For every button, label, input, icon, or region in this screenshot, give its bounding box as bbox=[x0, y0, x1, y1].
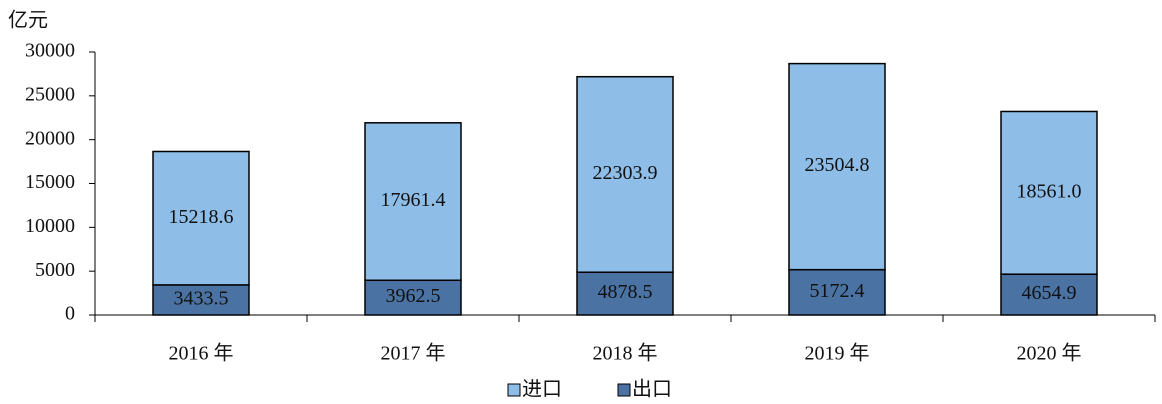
bar-segment bbox=[364, 122, 462, 282]
bar-segment bbox=[1000, 110, 1098, 275]
bar-segment bbox=[364, 279, 462, 316]
data-label: 23504.8 bbox=[805, 154, 870, 176]
x-tick-label: 2019 年 bbox=[805, 342, 870, 365]
bar-segment bbox=[576, 75, 674, 273]
data-label: 5172.4 bbox=[810, 280, 865, 302]
x-tick-label: 2017 年 bbox=[381, 342, 446, 365]
y-tick-label: 30000 bbox=[25, 40, 75, 62]
x-tick-label: 2016 年 bbox=[169, 342, 234, 365]
y-tick-label: 25000 bbox=[25, 83, 75, 105]
y-tick-label: 5000 bbox=[35, 259, 75, 281]
y-tick-label: 0 bbox=[65, 303, 75, 325]
data-label: 4878.5 bbox=[598, 281, 653, 303]
data-label: 3962.5 bbox=[386, 285, 441, 307]
bar-segment bbox=[152, 284, 250, 316]
data-label: 3433.5 bbox=[174, 288, 229, 310]
x-tick-label: 2018 年 bbox=[593, 342, 658, 365]
data-label: 4654.9 bbox=[1022, 282, 1077, 304]
x-tick-label: 2020 年 bbox=[1017, 342, 1082, 365]
legend-label: 出口 bbox=[632, 378, 672, 401]
y-tick-label: 15000 bbox=[25, 171, 75, 193]
data-label: 22303.9 bbox=[593, 162, 658, 184]
y-tick-label: 10000 bbox=[25, 215, 75, 237]
bar-segment bbox=[788, 62, 886, 271]
data-label: 17961.4 bbox=[381, 189, 446, 211]
bar-segment bbox=[152, 150, 250, 286]
data-label: 15218.6 bbox=[169, 206, 234, 228]
data-label: 18561.0 bbox=[1017, 180, 1082, 202]
y-axis-label: 亿元 bbox=[8, 9, 48, 32]
bar-segment bbox=[576, 271, 674, 316]
legend-swatch bbox=[617, 383, 631, 397]
legend-label: 进口 bbox=[522, 378, 562, 401]
y-tick-label: 20000 bbox=[25, 127, 75, 149]
legend-swatch bbox=[507, 383, 521, 397]
